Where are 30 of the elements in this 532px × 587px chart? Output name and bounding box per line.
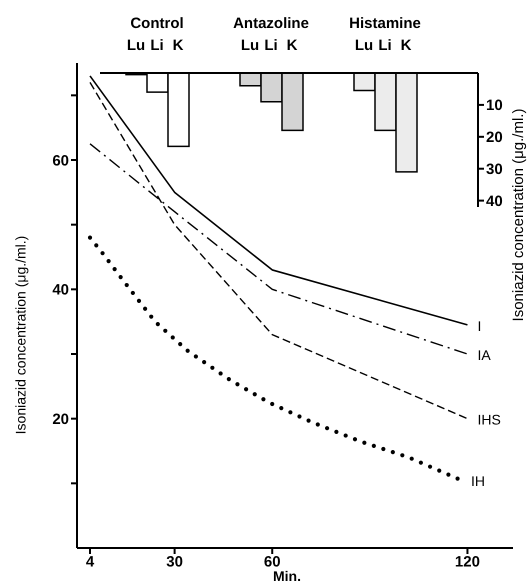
x-tick-label: 30 [166, 554, 183, 571]
x-tick-label: 120 [454, 554, 480, 571]
series-label: Lu [126, 37, 146, 54]
series-label: IH [470, 473, 485, 490]
x-tick-label: Histamine [349, 15, 421, 32]
y-tick-label: 30 [486, 161, 503, 178]
y-tick-label: 60 [52, 152, 69, 170]
y-tick-label: 40 [486, 192, 503, 210]
x-tick-label: Control [130, 15, 184, 32]
y-axis-title: Isoniazid concentration (μg./ml.) [510, 108, 527, 322]
series-label: Li [150, 37, 164, 54]
x-tick-label: 4 [86, 554, 95, 571]
series-label: IA [477, 347, 492, 363]
text: Li [264, 37, 278, 54]
series-label: I [477, 318, 482, 334]
text: K [400, 37, 412, 54]
series-label: K [172, 37, 184, 54]
text: Lu [240, 37, 260, 54]
y-tick-label: 20 [486, 129, 503, 146]
y-axis-title: Isoniazid concentration (μg./ml.) [12, 236, 29, 434]
x-tick-label: 60 [264, 554, 281, 571]
series-label: IHS [477, 412, 501, 428]
text: Lu [354, 37, 374, 54]
x-axis-title: Min. [273, 568, 301, 584]
x-tick-label: Antazoline [233, 15, 309, 32]
text: K [286, 37, 298, 54]
y-tick-label: 40 [52, 282, 69, 299]
y-tick-label: 10 [486, 97, 503, 114]
y-tick-label: 20 [52, 410, 69, 428]
text: Li [378, 37, 392, 54]
